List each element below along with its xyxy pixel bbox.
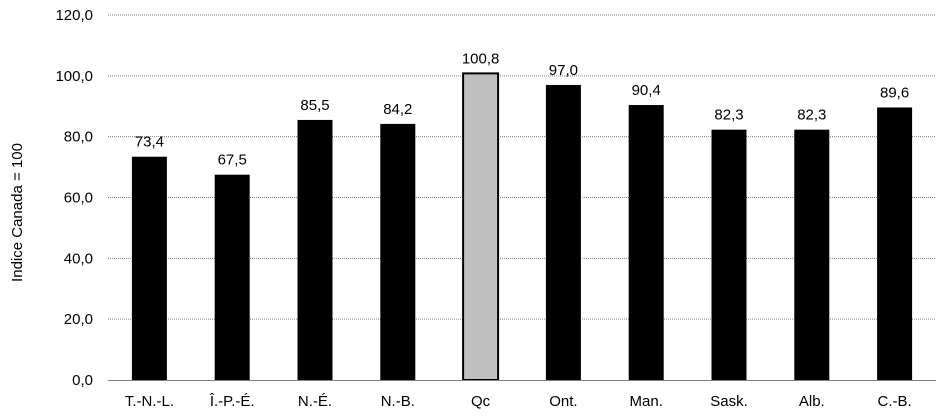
bar-value-label: 89,6 [880,84,909,101]
x-category-label: Qc [471,393,491,410]
value-labels: 73,4 67,5 85,5 84,2 100,8 97,0 90,4 82,3 82,3 89,… [135,50,909,168]
x-category-label: C.-B. [878,393,912,410]
x-category-label: N.-B. [381,393,415,410]
bar-value-label: 85,5 [300,97,329,114]
x-category-label: Alb. [799,393,825,410]
bar [380,123,416,381]
bar-value-label: 97,0 [549,62,578,79]
bar [628,105,664,381]
x-category-label: Î.-P.-É. [209,393,255,410]
y-tick-label: 40,0 [64,250,93,267]
y-tick-label: 0,0 [72,372,93,389]
bar [545,84,581,380]
bar-value-label: 82,3 [714,107,743,124]
y-tick-label: 100,0 [55,68,93,85]
y-tick-label: 60,0 [64,190,93,207]
bar-value-label: 100,8 [462,50,500,67]
x-category-labels: T.-N.-L. Î.-P.-É. N.-É. N.-B. Qc Ont. Man. Sask… [125,393,912,410]
x-category-label: T.-N.-L. [125,393,174,410]
bar-value-label: 84,2 [383,101,412,118]
bar-value-label: 90,4 [632,82,661,99]
bar-value-label: 73,4 [135,134,164,151]
bar [462,72,500,382]
y-tick-label: 120,0 [55,7,93,24]
x-category-label: Man. [630,393,663,410]
bar [794,129,830,380]
y-tick-labels: 0,0 20,0 40,0 60,0 80,0 100,0 120,0 [55,7,93,389]
bar [214,174,250,380]
bar [877,107,913,380]
bar [131,156,167,380]
x-category-label: Ont. [549,393,577,410]
x-category-label: N.-É. [298,393,332,410]
x-category-label: Sask. [710,393,748,410]
bars [131,72,913,382]
y-axis-title: Indice Canada = 100 [9,143,26,282]
y-tick-label: 80,0 [64,129,93,146]
y-tick-label: 20,0 [64,311,93,328]
bar [297,119,333,380]
bar-value-label: 82,3 [797,107,826,124]
bar [711,129,747,380]
bar-value-label: 67,5 [218,152,247,169]
